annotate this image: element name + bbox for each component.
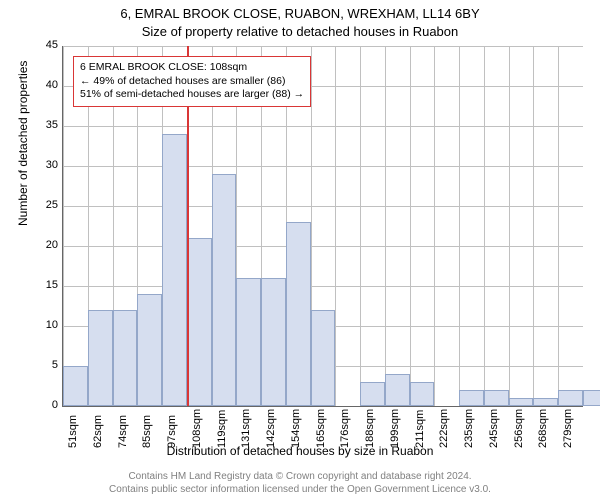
x-tick-label: 268sqm <box>537 409 549 448</box>
gridline-v <box>459 46 460 406</box>
gridline-h <box>63 246 583 247</box>
histogram-bar <box>261 278 286 406</box>
y-tick-label: 5 <box>28 359 58 371</box>
histogram-bar <box>459 390 484 406</box>
x-axis-label: Distribution of detached houses by size … <box>0 444 600 458</box>
footer-line-1: Contains HM Land Registry data © Crown c… <box>0 470 600 483</box>
histogram-bar <box>484 390 509 406</box>
gridline-v <box>385 46 386 406</box>
histogram-bar <box>286 222 311 406</box>
gridline-h <box>63 166 583 167</box>
histogram-bar <box>137 294 162 406</box>
x-tick-label: 154sqm <box>290 409 302 448</box>
histogram-bar <box>311 310 336 406</box>
gridline-v <box>335 46 336 406</box>
histogram-bar <box>113 310 138 406</box>
x-tick-label: 131sqm <box>240 409 252 448</box>
x-tick-label: 235sqm <box>463 409 475 448</box>
plot-area: 05101520253035404551sqm62sqm74sqm85sqm97… <box>62 46 583 407</box>
histogram-bar <box>360 382 385 406</box>
footer-attribution: Contains HM Land Registry data © Crown c… <box>0 470 600 496</box>
gridline-v <box>63 46 64 406</box>
annotation-line: ← 49% of detached houses are smaller (86… <box>80 75 304 89</box>
y-tick-label: 25 <box>28 199 58 211</box>
histogram-bar <box>533 398 558 406</box>
histogram-bar <box>236 278 261 406</box>
y-tick-label: 40 <box>28 79 58 91</box>
histogram-bar <box>410 382 435 406</box>
gridline-v <box>484 46 485 406</box>
annotation-line: 51% of semi-detached houses are larger (… <box>80 88 304 102</box>
y-tick-label: 30 <box>28 159 58 171</box>
y-tick-label: 20 <box>28 239 58 251</box>
histogram-bar <box>63 366 88 406</box>
gridline-h <box>63 126 583 127</box>
histogram-bar <box>558 390 583 406</box>
x-tick-label: 199sqm <box>389 409 401 448</box>
gridline-v <box>509 46 510 406</box>
chart-container: 6, EMRAL BROOK CLOSE, RUABON, WREXHAM, L… <box>0 0 600 500</box>
gridline-v <box>360 46 361 406</box>
y-tick-label: 35 <box>28 119 58 131</box>
histogram-bar <box>583 390 600 406</box>
x-tick-label: 279sqm <box>562 409 574 448</box>
x-tick-label: 108sqm <box>191 409 203 448</box>
gridline-v <box>533 46 534 406</box>
x-tick-label: 211sqm <box>414 410 426 448</box>
histogram-bar <box>187 238 212 406</box>
y-tick-label: 15 <box>28 279 58 291</box>
gridline-h <box>63 286 583 287</box>
x-tick-label: 188sqm <box>364 409 376 448</box>
histogram-bar <box>162 134 187 406</box>
x-tick-label: 256sqm <box>513 409 525 448</box>
histogram-bar <box>385 374 410 406</box>
x-tick-label: 222sqm <box>438 409 450 448</box>
footer-line-2: Contains public sector information licen… <box>0 483 600 496</box>
histogram-bar <box>88 310 113 406</box>
gridline-v <box>410 46 411 406</box>
chart-title-address: 6, EMRAL BROOK CLOSE, RUABON, WREXHAM, L… <box>0 6 600 21</box>
annotation-box: 6 EMRAL BROOK CLOSE: 108sqm← 49% of deta… <box>73 56 311 107</box>
gridline-v <box>434 46 435 406</box>
x-tick-label: 176sqm <box>339 409 351 448</box>
gridline-v <box>558 46 559 406</box>
x-tick-label: 245sqm <box>488 409 500 448</box>
x-tick-label: 165sqm <box>315 409 327 448</box>
chart-subtitle: Size of property relative to detached ho… <box>0 24 600 39</box>
x-tick-label: 119sqm <box>216 410 228 448</box>
gridline-h <box>63 46 583 47</box>
annotation-line: 6 EMRAL BROOK CLOSE: 108sqm <box>80 61 304 75</box>
y-tick-label: 10 <box>28 319 58 331</box>
y-tick-label: 0 <box>28 399 58 411</box>
histogram-bar <box>509 398 534 406</box>
gridline-h <box>63 206 583 207</box>
x-tick-label: 142sqm <box>265 409 277 448</box>
histogram-bar <box>212 174 237 406</box>
y-tick-label: 45 <box>28 39 58 51</box>
